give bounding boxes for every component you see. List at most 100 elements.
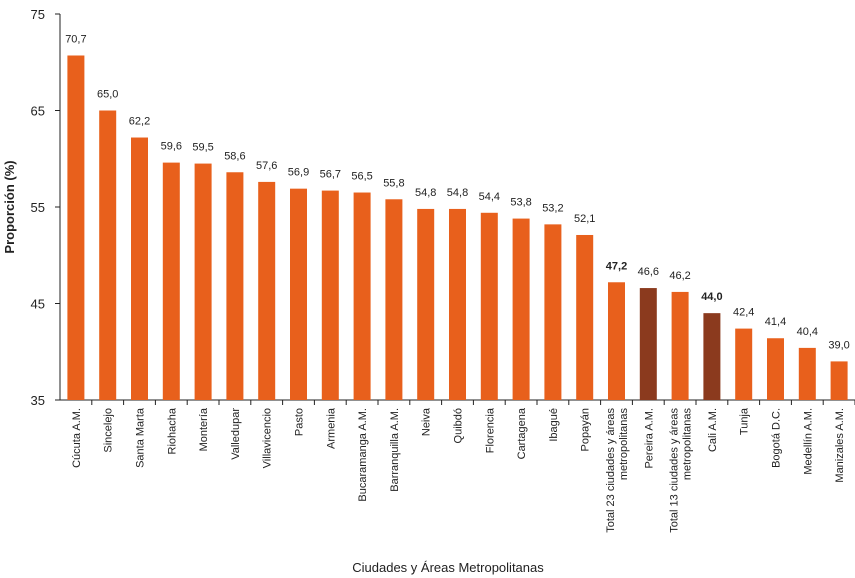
bar[interactable] — [735, 328, 753, 400]
category-label: Neiva — [421, 407, 433, 436]
category-label-line: Sincelejo — [103, 408, 115, 453]
category-label: Total 13 ciudades y áreasmetropolitanas — [669, 408, 694, 533]
bar[interactable] — [226, 172, 244, 400]
data-label: 62,2 — [129, 116, 150, 128]
data-label: 42,4 — [733, 307, 754, 319]
bar[interactable] — [194, 163, 212, 400]
bar[interactable] — [576, 234, 594, 400]
category-label-line: Florencia — [484, 407, 496, 453]
category-label-line: Bogotá D.C. — [771, 408, 783, 468]
category-label: Santa Marta — [135, 407, 147, 468]
bar[interactable] — [512, 218, 530, 400]
bar[interactable] — [449, 208, 466, 400]
category-label: Sincelejo — [103, 408, 115, 453]
data-label: 59,6 — [161, 141, 182, 153]
y-tick-label: 55 — [31, 200, 45, 215]
bar[interactable] — [703, 313, 721, 400]
bar[interactable] — [385, 199, 403, 400]
bar[interactable] — [321, 190, 339, 400]
y-tick-label: 35 — [31, 393, 45, 408]
data-label: 52,1 — [574, 213, 595, 225]
category-label-line: Bucaramanga A.M. — [357, 408, 369, 502]
data-label: 53,2 — [542, 202, 563, 214]
bar[interactable] — [99, 110, 117, 401]
data-label: 58,6 — [224, 150, 245, 162]
category-label: Riohacha — [166, 407, 178, 454]
data-label: 55,8 — [383, 177, 404, 189]
category-label-line: Medellín A.M. — [802, 408, 814, 475]
bar[interactable] — [671, 291, 689, 400]
bar[interactable] — [258, 181, 276, 400]
bar[interactable] — [417, 208, 435, 400]
y-axis-title: Proporción (%) — [2, 160, 17, 253]
category-label-line: Pasto — [294, 408, 306, 436]
data-label: 53,8 — [510, 197, 531, 209]
category-label-line: Armenia — [325, 407, 337, 449]
category-label-line: metropolitanas — [682, 408, 694, 481]
data-label: 54,8 — [447, 187, 468, 199]
data-label: 41,4 — [765, 316, 786, 328]
category-label: Pasto — [294, 408, 306, 436]
category-label-line: Pereira A.M. — [643, 408, 655, 469]
x-axis-title: Ciudades y Áreas Metropolitanas — [352, 560, 544, 575]
category-label-line: Ibagué — [548, 408, 560, 442]
data-label: 65,0 — [97, 89, 118, 101]
bar[interactable] — [798, 347, 816, 400]
data-label: 40,4 — [797, 326, 818, 338]
category-label: Cali A.M. — [707, 408, 719, 452]
category-label-line: Tunja — [739, 407, 751, 435]
category-label: Armenia — [325, 407, 337, 449]
category-label-line: Manizales A.M. — [834, 408, 846, 483]
y-tick-label: 45 — [31, 297, 45, 312]
data-label: 57,6 — [256, 160, 277, 172]
data-label: 56,5 — [351, 171, 372, 183]
bar[interactable] — [162, 162, 180, 400]
bar[interactable] — [767, 338, 784, 400]
category-label-line: Total 23 ciudades y áreas — [605, 408, 617, 533]
category-label: Valledupar — [230, 408, 242, 460]
data-label: 56,9 — [288, 167, 309, 179]
category-label: Florencia — [484, 407, 496, 453]
bar[interactable] — [131, 137, 148, 400]
category-label-line: Popayán — [580, 408, 592, 451]
data-label: 39,0 — [828, 339, 849, 351]
category-label: Bucaramanga A.M. — [357, 408, 369, 502]
data-label: 56,7 — [320, 169, 341, 181]
bar[interactable] — [290, 188, 307, 400]
data-label: 54,4 — [479, 191, 500, 203]
category-label-line: Villavicencio — [262, 408, 274, 468]
data-label: 59,5 — [192, 142, 213, 154]
data-label: 44,0 — [701, 291, 722, 303]
category-label-line: Montería — [198, 407, 210, 451]
category-label-line: Cartagena — [516, 407, 528, 459]
category-label: Villavicencio — [262, 408, 274, 468]
bar[interactable] — [353, 192, 371, 400]
category-label: Ibagué — [548, 408, 560, 442]
category-label: Barranquilla A.M. — [389, 408, 401, 492]
data-label: 54,8 — [415, 187, 436, 199]
data-label: 46,6 — [638, 266, 659, 278]
data-label: 70,7 — [65, 33, 86, 45]
category-label-line: metropolitanas — [618, 408, 630, 481]
bar[interactable] — [830, 361, 848, 400]
category-label: Quibdó — [453, 408, 465, 443]
category-label-line: Quibdó — [453, 408, 465, 443]
bar[interactable] — [608, 282, 625, 400]
bar[interactable] — [639, 288, 657, 400]
category-label-line: Barranquilla A.M. — [389, 408, 401, 492]
bar[interactable] — [67, 55, 85, 401]
category-label: Montería — [198, 407, 210, 451]
category-label: Tunja — [739, 407, 751, 435]
category-label-line: Total 13 ciudades y áreas — [669, 408, 681, 533]
category-label: Popayán — [580, 408, 592, 451]
category-label: Pereira A.M. — [643, 408, 655, 469]
data-label: 47,2 — [606, 260, 627, 272]
category-label: Cartagena — [516, 407, 528, 459]
category-label-line: Neiva — [421, 407, 433, 436]
category-label: Medellín A.M. — [802, 408, 814, 475]
category-label-line: Cúcuta A.M. — [71, 408, 83, 468]
bar[interactable] — [480, 212, 498, 400]
bar[interactable] — [544, 224, 562, 400]
